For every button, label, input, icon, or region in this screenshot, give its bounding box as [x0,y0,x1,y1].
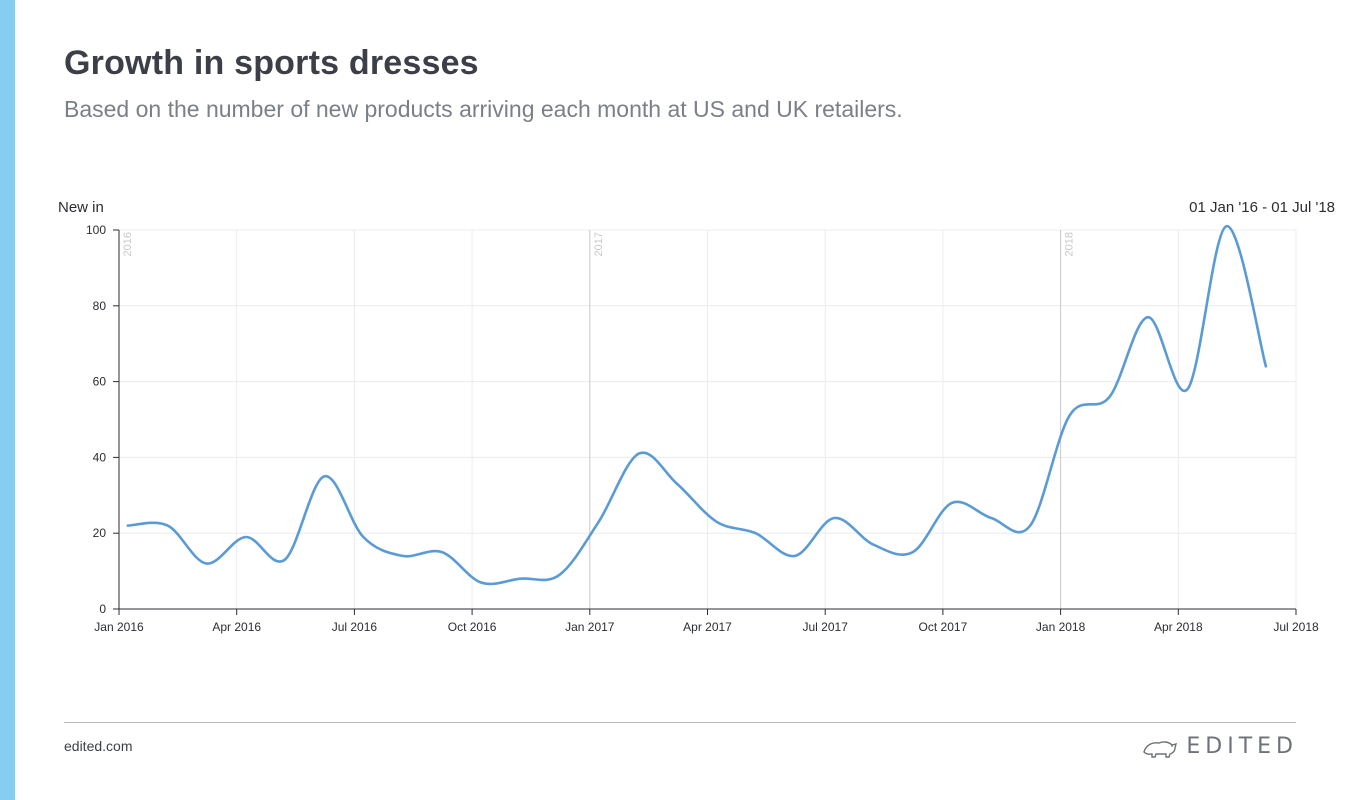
y-tick-label: 20 [93,526,107,540]
data-point [323,475,325,477]
footer-divider [64,722,1296,723]
x-tick-label: Apr 2016 [212,620,261,634]
y-tick-label: 0 [99,602,106,616]
y-axis-label: New in [58,199,104,216]
x-tick-label: Jul 2016 [332,620,378,634]
data-point [519,577,521,579]
chart-title: Growth in sports dresses [64,44,479,82]
x-tick-label: Apr 2018 [1154,620,1203,634]
data-point [558,574,560,576]
x-tick-label: Jul 2017 [803,620,849,634]
y-tick-label: 60 [93,375,107,389]
data-point [794,555,796,557]
year-marker-label: 2018 [1064,232,1076,256]
data-point [127,524,129,526]
x-tick-label: Jan 2016 [94,620,144,634]
footer-url[interactable]: edited.com [64,738,133,754]
data-point [951,502,953,504]
data-point [245,536,247,538]
accent-bar [0,0,15,800]
data-point [205,562,207,564]
brand-logo: EDITED [1142,734,1298,759]
x-tick-label: Jan 2018 [1036,620,1086,634]
x-tick-label: Jul 2018 [1273,620,1319,634]
data-point [1147,316,1149,318]
data-point [754,532,756,534]
year-marker-label: 2017 [593,232,605,256]
polar-bear-icon [1143,740,1178,758]
data-point [401,555,403,557]
y-tick-label: 80 [93,299,107,313]
data-point [597,521,599,523]
year-marker-label: 2016 [122,232,134,256]
chart-subtitle: Based on the number of new products arri… [64,96,903,122]
x-tick-label: Oct 2017 [919,620,968,634]
data-point [638,452,640,454]
x-tick-label: Apr 2017 [683,620,732,634]
date-range: 01 Jan '16 - 01 Jul '18 [1189,199,1335,216]
data-point [362,536,364,538]
data-point [167,524,169,526]
data-point [1108,396,1110,398]
x-tick-label: Jan 2017 [565,620,615,634]
data-point [1225,225,1227,227]
series-line [126,224,1268,586]
x-tick-label: Oct 2016 [448,620,497,634]
y-tick-label: 40 [93,450,107,464]
data-point [912,551,914,553]
y-tick-label: 100 [86,223,106,237]
data-point [441,551,443,553]
data-point [715,521,717,523]
data-point [990,517,992,519]
data-point [833,517,835,519]
data-point [676,483,678,485]
data-point [872,543,874,545]
data-point [284,559,286,561]
brand-name: EDITED [1186,734,1298,759]
data-point [480,581,482,583]
data-point [1068,415,1070,417]
data-point [1029,524,1031,526]
data-point [1186,388,1188,390]
data-point [1265,365,1267,367]
